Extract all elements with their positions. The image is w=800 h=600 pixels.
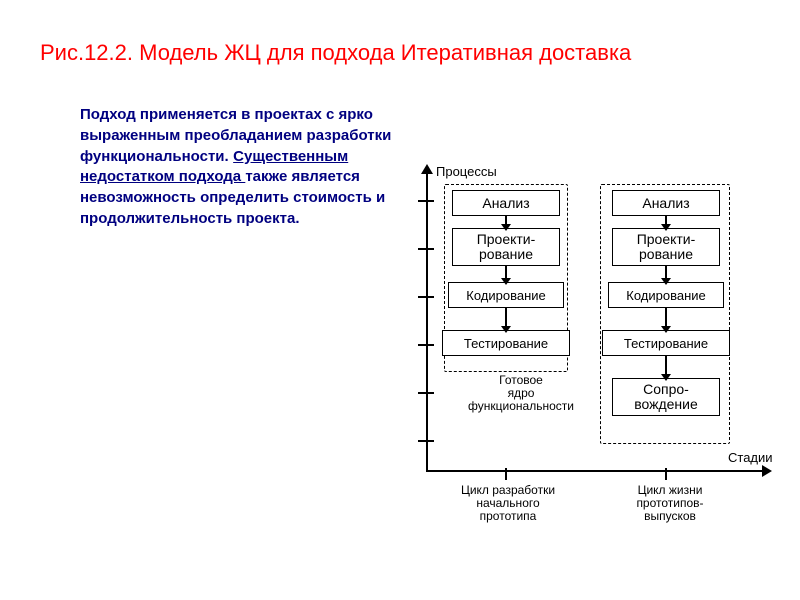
x-axis-label: Стадии xyxy=(728,450,773,465)
col2-box-coding: Кодирование xyxy=(608,282,724,308)
connector-arrow xyxy=(661,224,671,231)
connector-arrow xyxy=(501,326,511,333)
col1-box-analysis: Анализ xyxy=(452,190,560,216)
y-tick xyxy=(418,440,434,442)
col1-axis-label: Цикл разработки начального прототипа xyxy=(438,484,578,524)
y-axis-arrow xyxy=(421,164,433,174)
x-tick xyxy=(665,468,667,480)
connector-arrow xyxy=(501,224,511,231)
lifecycle-diagram: Процессы Стадии Анализ Проекти- рование … xyxy=(390,170,790,550)
connector-arrow xyxy=(661,374,671,381)
col2-box-maintenance: Сопро- вождение xyxy=(612,378,720,416)
x-tick xyxy=(505,468,507,480)
col1-box-coding: Кодирование xyxy=(448,282,564,308)
y-axis-label: Процессы xyxy=(436,164,497,179)
y-tick xyxy=(418,344,434,346)
col2-axis-label: Цикл жизни прототипов- выпусков xyxy=(600,484,740,524)
col1-box-design: Проекти- рование xyxy=(452,228,560,266)
col2-box-testing: Тестирование xyxy=(602,330,730,356)
connector-arrow xyxy=(661,278,671,285)
y-axis xyxy=(426,170,428,470)
y-tick xyxy=(418,296,434,298)
page-title: Рис.12.2. Модель ЖЦ для подхода Итератив… xyxy=(40,40,760,66)
col2-box-design: Проекти- рование xyxy=(612,228,720,266)
connector-arrow xyxy=(501,278,511,285)
col2-box-analysis: Анализ xyxy=(612,190,720,216)
y-tick xyxy=(418,248,434,250)
x-axis-arrow xyxy=(762,465,772,477)
description-block: Подход применяется в проектах с ярко выр… xyxy=(80,105,400,230)
col1-box-testing: Тестирование xyxy=(442,330,570,356)
x-axis xyxy=(426,470,764,472)
col1-footer-note: Готовое ядро функциональности xyxy=(466,374,576,414)
y-tick xyxy=(418,392,434,394)
connector-arrow xyxy=(661,326,671,333)
y-tick xyxy=(418,200,434,202)
